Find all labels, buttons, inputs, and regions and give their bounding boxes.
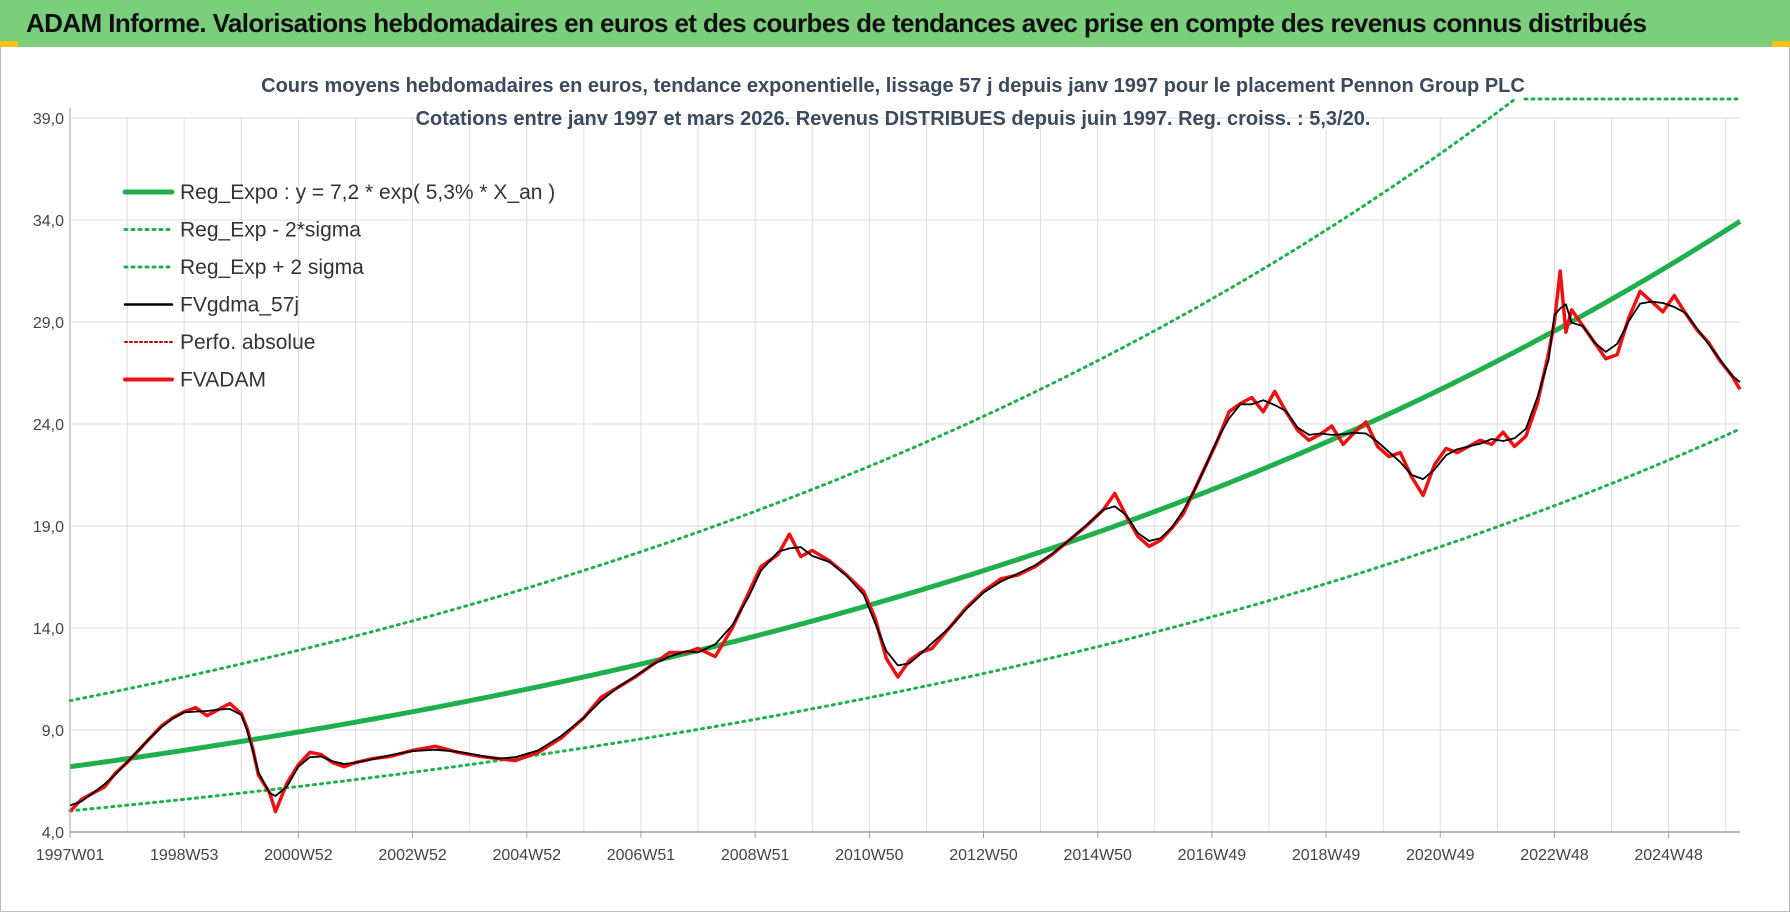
x-tick-label: 2022W48: [1520, 847, 1589, 864]
x-tick-label: 2008W51: [721, 847, 790, 864]
series-reg-exp-plus-2-sigma-line: [68, 98, 1516, 703]
y-tick-label: 24,0: [33, 417, 64, 434]
series-fvgdma-57j-line: [69, 300, 1741, 807]
y-tick-label: 29,0: [33, 315, 64, 332]
axes: 4,0 9,0 14,0 19,0 24,0 29,0 34,0 39,0 1997W01 199…: [33, 108, 1740, 864]
legend: Reg_Expo : y = 7,2 * exp( 5,3% * X_an ) R…: [122, 181, 555, 392]
x-tick-label: 2016W49: [1178, 847, 1247, 864]
y-tick-label: 19,0: [33, 519, 64, 536]
series-fvadam-line: [68, 269, 1742, 814]
x-tick-label: 2002W52: [378, 847, 447, 864]
series-layer: [68, 97, 1742, 814]
x-tick-label: 1998W53: [150, 847, 219, 864]
y-tick-label: 34,0: [33, 213, 64, 230]
x-tick-label: 2000W52: [264, 847, 333, 864]
legend-label-reg-expo: Reg_Expo : y = 7,2 * exp( 5,3% * X_an ): [180, 181, 555, 204]
y-tick-label: 4,0: [42, 825, 64, 842]
x-tick-label: 2024W48: [1634, 847, 1703, 864]
chart-title: Cours moyens hebdomadaires en euros, ten…: [261, 75, 1525, 97]
series-reg-exp-minus-2-sigma-line: [68, 427, 1742, 813]
y-tick-label: 39,0: [33, 111, 64, 128]
x-tick-label: 1997W01: [36, 847, 105, 864]
corner-marker-top-right: [1772, 41, 1790, 47]
legend-label-reg-exp-plus-2-sigma: Reg_Exp + 2 sigma: [180, 256, 364, 279]
x-tick-label: 2006W51: [607, 847, 676, 864]
legend-label-perfo-absolue: Perfo. absolue: [180, 331, 315, 354]
x-tick-label: 2004W52: [493, 847, 562, 864]
y-tick-label: 14,0: [33, 621, 64, 638]
report-banner: ADAM Informe. Valorisations hebdomadaire…: [0, 0, 1790, 47]
corner-marker-top-left: [0, 41, 18, 47]
legend-label-fvgdma-57j: FVgdma_57j: [180, 294, 299, 317]
series-reg-expo-line: [69, 219, 1742, 770]
legend-label-fvadam: FVADAM: [180, 369, 266, 392]
x-tick-label: 2010W50: [835, 847, 904, 864]
legend-label-reg-exp-minus-2-sigma: Reg_Exp - 2*sigma: [180, 219, 361, 242]
y-tick-label: 9,0: [42, 723, 64, 740]
x-tick-label: 2018W49: [1292, 847, 1361, 864]
x-tick-label: 2014W50: [1063, 847, 1132, 864]
x-tick-label: 2012W50: [949, 847, 1018, 864]
banner-title: ADAM Informe. Valorisations hebdomadaire…: [26, 8, 1647, 38]
chart-subtitle: Cotations entre janv 1997 et mars 2026. …: [416, 108, 1371, 130]
x-tick-label: 2020W49: [1406, 847, 1475, 864]
